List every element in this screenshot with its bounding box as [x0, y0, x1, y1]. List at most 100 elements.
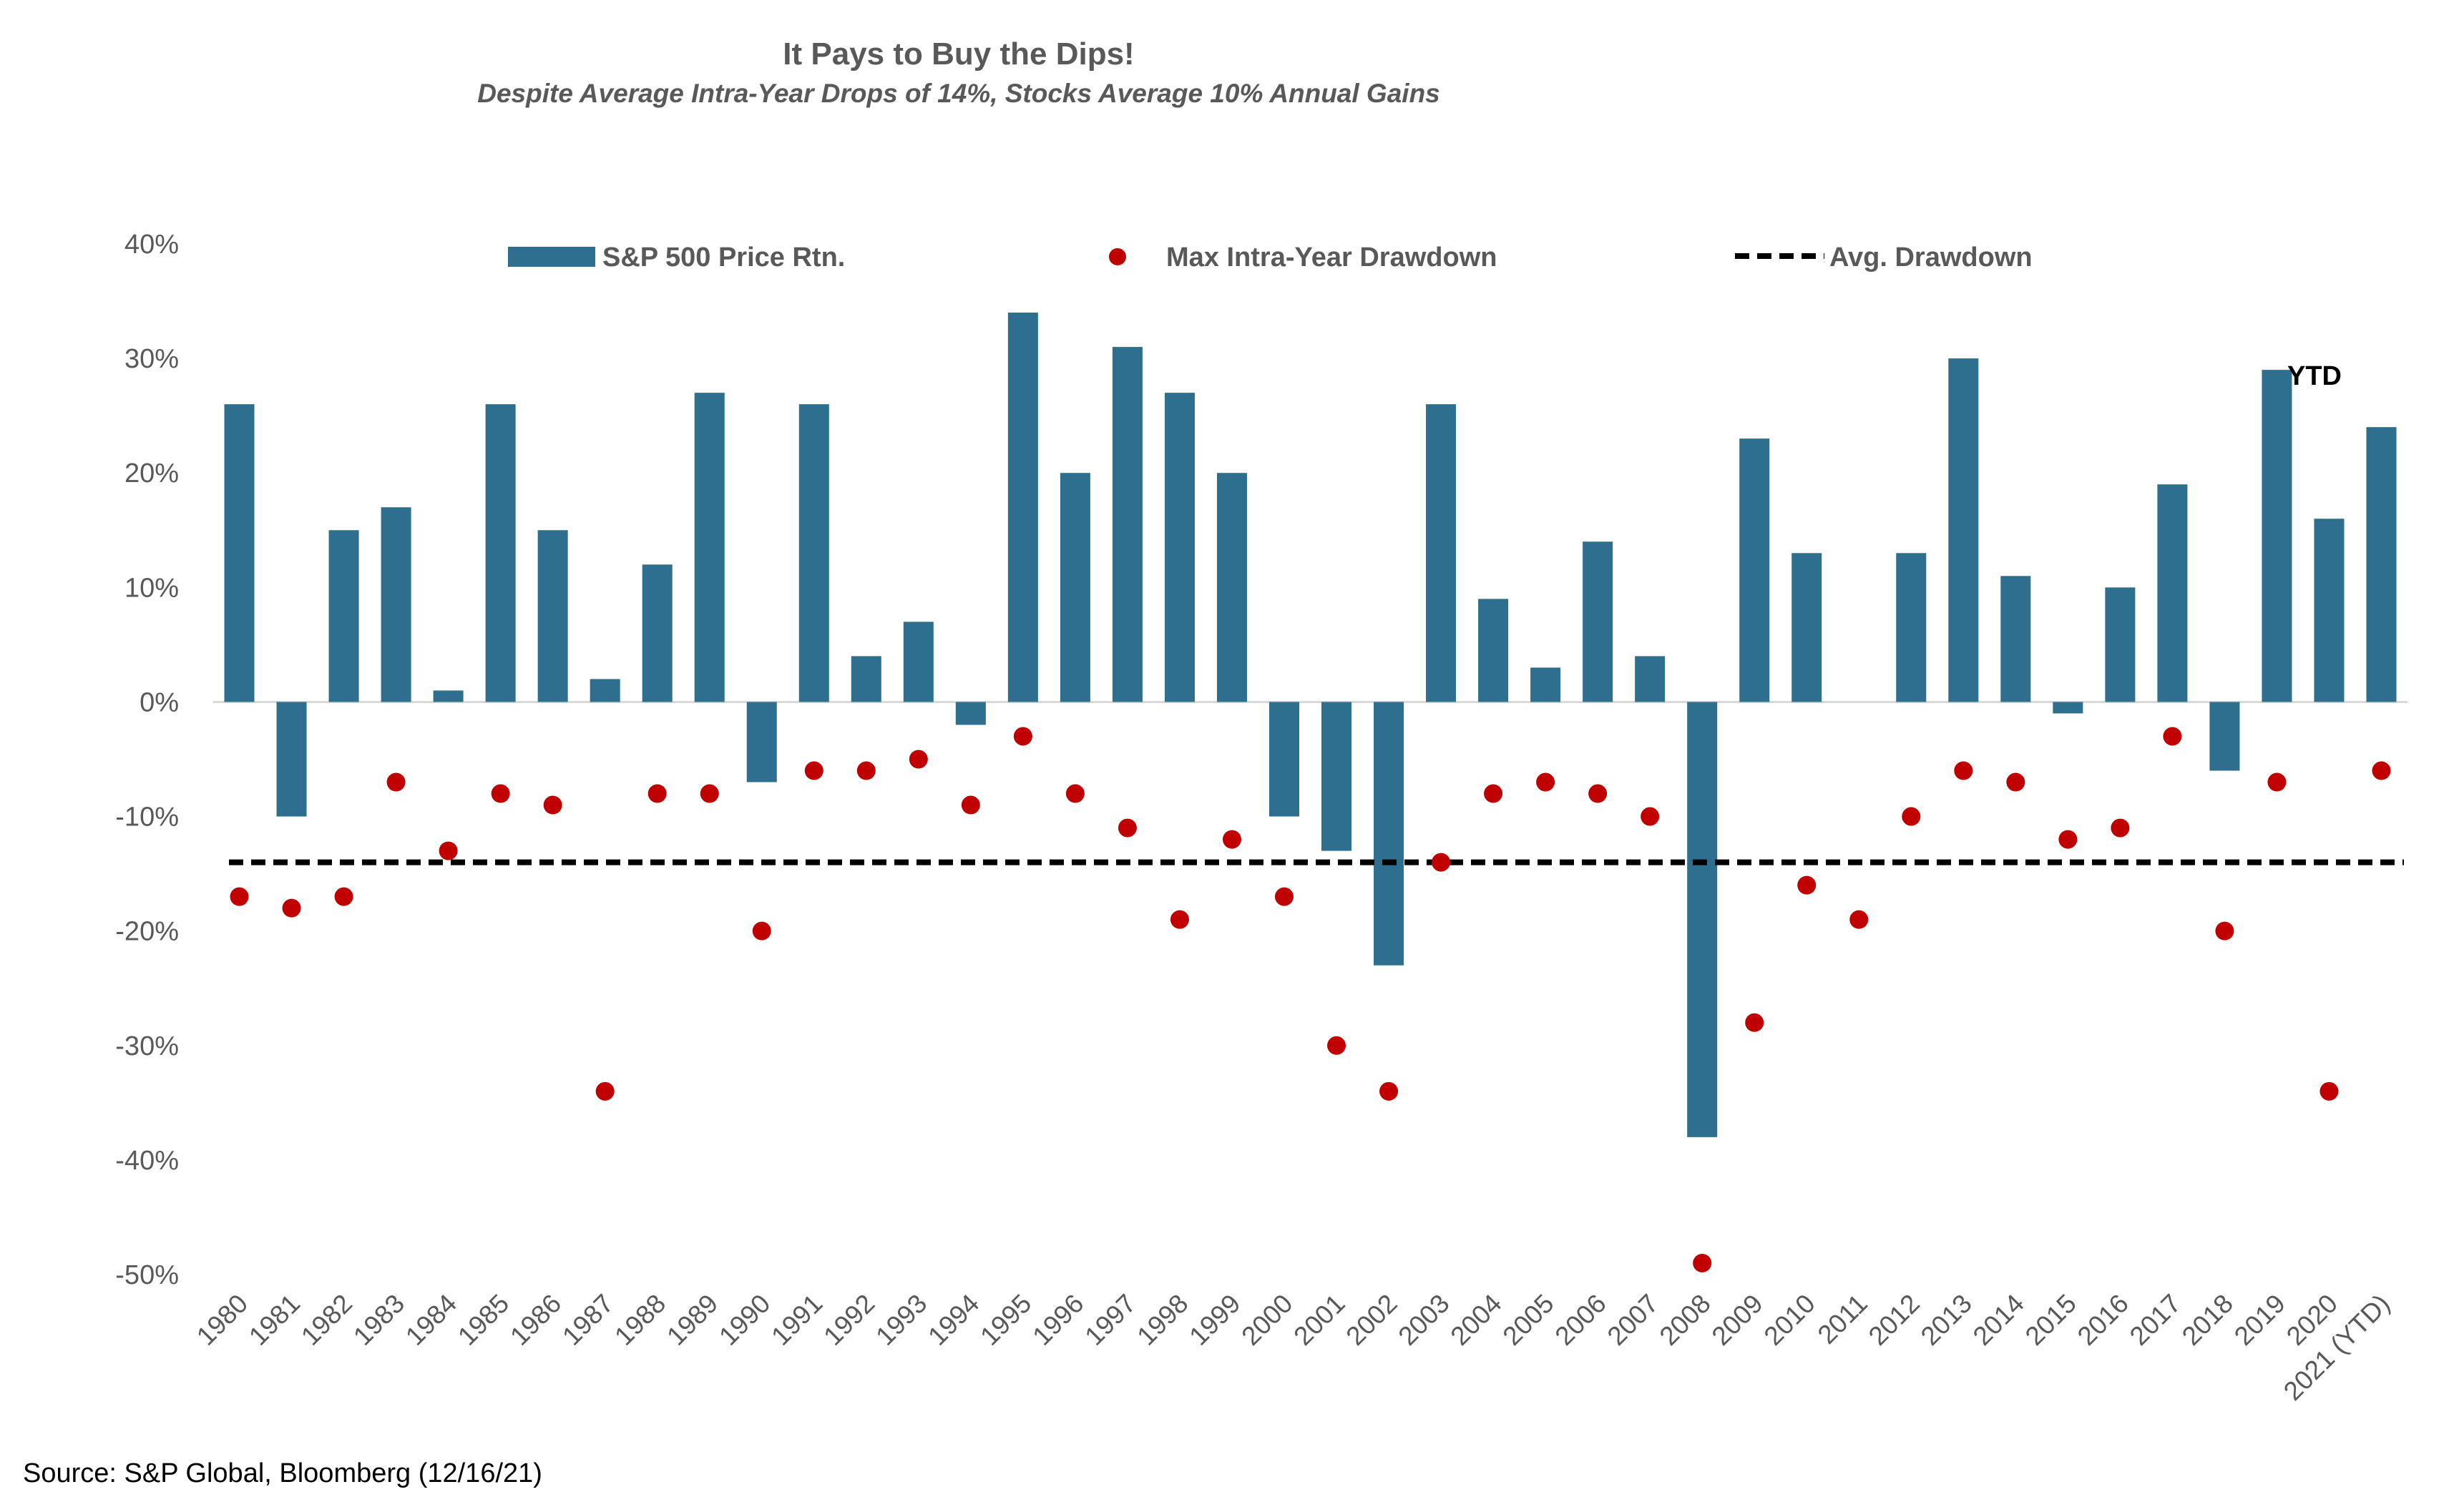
drawdown-point: [856, 761, 876, 780]
x-tick-label: 1995: [974, 1289, 1037, 1351]
x-tick-label: 1982: [295, 1289, 358, 1351]
bar: [590, 679, 620, 702]
x-tick-label: 1998: [1131, 1289, 1193, 1351]
bar: [2053, 702, 2083, 714]
drawdown-point: [1693, 1253, 1712, 1272]
y-tick-label: -20%: [115, 917, 179, 947]
legend-dot-swatch: [1109, 248, 1126, 265]
bar: [381, 507, 411, 702]
bar: [2366, 427, 2397, 702]
y-tick-label: -50%: [115, 1260, 179, 1290]
x-tick-label: 1983: [348, 1289, 410, 1351]
bar: [1374, 702, 1404, 966]
x-tick-label: 2008: [1654, 1289, 1716, 1351]
ytd-annotation: YTD: [2287, 361, 2342, 391]
x-tick-label: 1985: [452, 1289, 514, 1351]
bar: [1478, 599, 1509, 702]
drawdown-point: [543, 795, 562, 815]
drawdown-point: [2111, 818, 2130, 838]
x-tick-label: 1990: [713, 1289, 776, 1351]
drawdown-point: [2006, 772, 2025, 792]
drawdown-point: [647, 784, 667, 803]
drawdown-point: [1536, 772, 1555, 792]
x-tick-label: 1989: [661, 1289, 723, 1351]
x-tick-label: 2000: [1236, 1289, 1298, 1351]
drawdown-point: [1484, 784, 1503, 803]
drawdown-point: [1222, 830, 1241, 849]
x-tick-label: 1981: [243, 1289, 305, 1351]
x-tick-label: 1999: [1183, 1289, 1246, 1351]
y-tick-label: 0%: [140, 687, 179, 717]
drawdown-point: [2215, 921, 2234, 941]
x-tick-label: 1992: [818, 1289, 880, 1351]
bar: [1112, 347, 1143, 702]
y-tick-label: -30%: [115, 1031, 179, 1061]
bar: [2105, 587, 2136, 702]
legend-bar-swatch: [508, 247, 595, 267]
x-tick-label: 2006: [1550, 1289, 1612, 1351]
chart-subtitle: Despite Average Intra-Year Drops of 14%,…: [477, 79, 1440, 108]
drawdown-point: [334, 887, 353, 906]
drawdown-point: [2058, 830, 2078, 849]
y-tick-label: -40%: [115, 1146, 179, 1176]
bar: [798, 404, 829, 702]
y-axis: 40% 30% 20% 10% 0% -10% -20% -30% -40% -50%: [115, 230, 179, 1290]
bar: [955, 702, 986, 725]
x-tick-label: 2014: [1967, 1289, 2030, 1351]
drawdown-point: [1849, 910, 1869, 929]
x-axis: 1980198119821983198419851986198719881989…: [191, 1289, 2395, 1406]
bar: [1739, 438, 1770, 702]
y-tick-label: -10%: [115, 802, 179, 833]
drawdown-point: [595, 1081, 615, 1101]
y-tick-label: 20%: [124, 458, 179, 489]
x-tick-label: 2005: [1497, 1289, 1560, 1351]
drawdown-point: [1745, 1013, 1764, 1032]
bar: [903, 622, 934, 702]
bar: [1530, 667, 1561, 702]
drawdown-point: [1013, 727, 1032, 746]
bar: [1007, 313, 1038, 702]
x-tick-label: 1986: [504, 1289, 567, 1351]
bar: [642, 564, 673, 702]
drawdown-point: [1641, 807, 1660, 826]
drawdown-point: [1065, 784, 1085, 803]
drawdown-point: [2163, 727, 2182, 746]
drawdown-point: [1118, 818, 1137, 838]
x-tick-label: 1987: [557, 1289, 619, 1351]
x-tick-label: 2007: [1602, 1289, 1664, 1351]
y-tick-label: 10%: [124, 573, 179, 603]
bar: [1216, 473, 1247, 702]
x-tick-label: 1997: [1079, 1289, 1141, 1351]
x-tick-label: 2002: [1340, 1289, 1402, 1351]
x-tick-label: 2019: [2229, 1289, 2291, 1351]
drawdown-point: [1954, 761, 1973, 780]
drawdown-point: [909, 750, 928, 769]
x-tick-label: 1988: [609, 1289, 671, 1351]
x-tick-label: 2015: [2020, 1289, 2082, 1351]
x-tick-label: 2012: [1863, 1289, 1925, 1351]
legend: S&P 500 Price Rtn. Max Intra-Year Drawdo…: [508, 242, 2033, 273]
drawdown-point: [1327, 1036, 1346, 1055]
x-tick-label: 2013: [1915, 1289, 1978, 1351]
bar: [1321, 702, 1352, 851]
x-tick-label: 1996: [1027, 1289, 1089, 1351]
drawdown-point: [700, 784, 719, 803]
drawdown-point: [2319, 1081, 2339, 1101]
bar: [2000, 576, 2031, 702]
x-tick-label: 1994: [922, 1289, 984, 1351]
bar: [485, 404, 516, 702]
bar: [433, 690, 464, 702]
x-tick-label: 2003: [1393, 1289, 1455, 1351]
drawdown-point: [230, 887, 249, 906]
bar: [2314, 519, 2345, 702]
drawdown-point: [1379, 1081, 1399, 1101]
y-tick-label: 30%: [124, 344, 179, 374]
x-tick-label: 2018: [2176, 1289, 2239, 1351]
bar-series: [224, 313, 2397, 1137]
drawdown-point: [1432, 853, 1451, 872]
drawdown-point: [1274, 887, 1294, 906]
bar: [2209, 702, 2240, 771]
bar: [1687, 702, 1718, 1137]
bar: [2262, 370, 2292, 702]
